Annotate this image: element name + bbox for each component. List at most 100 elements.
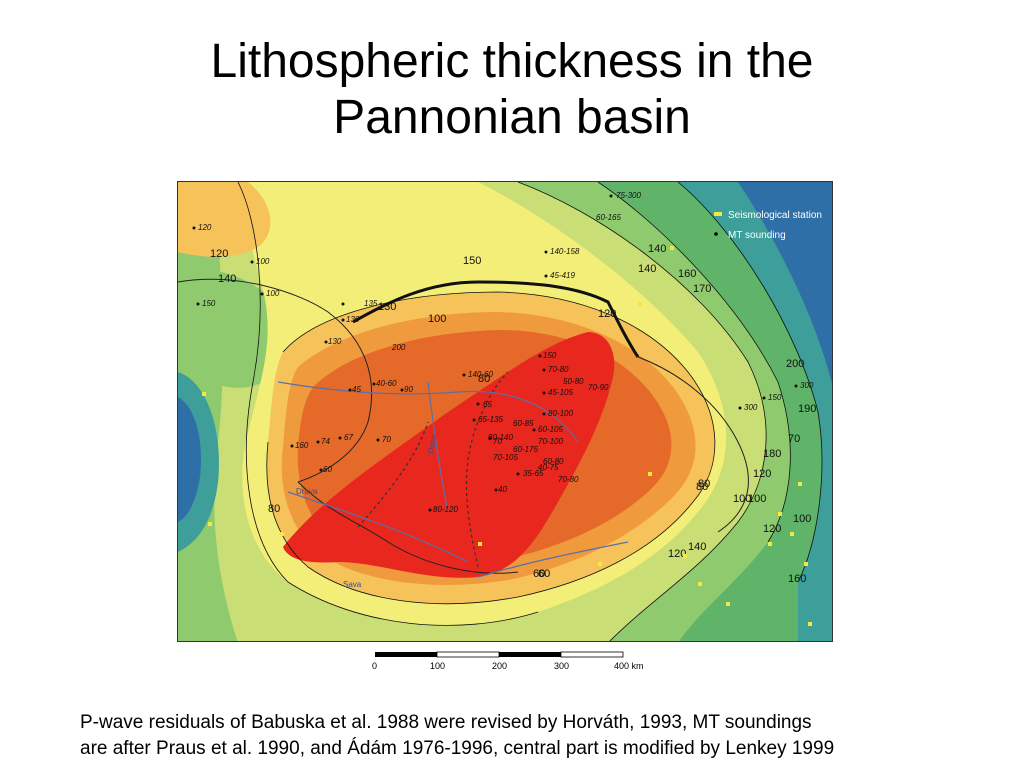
point-label: 60-85 (513, 419, 534, 428)
scale-tick-100: 100 (430, 661, 445, 671)
scale-tick-0: 0 (372, 661, 377, 671)
point-label: 70-80 (548, 365, 569, 374)
map-svg: 120 140 100 150 130 120 100 80 60 80 100… (178, 182, 832, 641)
point-label: 50-80 (563, 377, 584, 386)
scale-tick-300: 300 (554, 661, 569, 671)
contour-label: 60 (533, 568, 545, 580)
lithosphere-thickness-map: 120 140 100 150 130 120 100 80 60 80 100… (177, 181, 833, 642)
contour-label: 80 (478, 373, 490, 385)
mt-dots (192, 194, 798, 512)
point-label: 35-65 (523, 469, 544, 478)
point-label: 45-419 (550, 271, 575, 280)
contour-label: 150 (463, 255, 481, 267)
zone-topleft-orange (178, 182, 271, 257)
point-label: 100 (266, 289, 280, 298)
contour-label: 190 (798, 403, 816, 415)
zone-left-blue (178, 397, 202, 522)
point-label: 70-100 (538, 437, 563, 446)
contour-label: 100 (793, 513, 811, 525)
point-label: 60-175 (513, 445, 538, 454)
point-label: 150 (768, 393, 782, 402)
contour-label: 120 (210, 248, 228, 260)
point-label: 140-158 (550, 247, 580, 256)
point-label: 130 (346, 315, 360, 324)
point-label: 100 (256, 257, 270, 266)
contour-lines (237, 182, 823, 641)
caption-line-1: P-wave residuals of Babuska et al. 1988 … (80, 712, 812, 733)
point-label: 67 (344, 433, 353, 442)
point-label: 60-105 (538, 425, 563, 434)
contour-label: 100 (428, 313, 446, 325)
map-legend: Seismological station MT sounding (714, 210, 822, 241)
point-label: 150 (543, 351, 557, 360)
contour-label: 140 (688, 541, 706, 553)
title-line-2: Pannonian basin (333, 91, 691, 144)
title-line-1: Lithospheric thickness in the (210, 35, 814, 88)
contour-label: 200 (786, 358, 804, 370)
contour-label: 130 (378, 301, 396, 313)
rivers (277, 381, 629, 578)
legend-station-label: Seismological station (728, 210, 822, 221)
scale-segment-2 (436, 651, 500, 658)
point-label: 130 (328, 337, 342, 346)
point-label: 40-75 (538, 463, 559, 472)
point-label: 135 (364, 299, 378, 308)
scale-tick-200: 200 (492, 661, 507, 671)
point-label: 70-105 (493, 453, 518, 462)
point-label: 200 (391, 343, 406, 352)
zone-red (283, 332, 615, 578)
contour-label: 140 (638, 263, 656, 275)
legend-mt-label: MT sounding (728, 230, 786, 241)
point-label: 70-90 (588, 383, 609, 392)
figure-caption: P-wave residuals of Babuska et al. 1988 … (80, 710, 1000, 762)
contour-label: 100 (748, 493, 766, 505)
point-label: 80-140 (488, 433, 513, 442)
point-label: 65 (483, 400, 492, 409)
point-label: 45 (352, 385, 361, 394)
point-label: 45-105 (548, 388, 573, 397)
contour-label: 80 (698, 478, 710, 490)
point-label: 300 (744, 403, 758, 412)
point-label: 160 (295, 441, 309, 450)
point-label: 120 (198, 223, 212, 232)
station-markers (202, 212, 812, 626)
dashed-line-2 (465, 371, 509, 568)
point-label: 70 (382, 435, 391, 444)
point-label: 75-300 (616, 191, 641, 200)
legend-mt-marker (714, 232, 718, 236)
scale-bar: 0 100 200 300 400 km (372, 651, 644, 671)
river-label-sava: Sava (343, 580, 362, 589)
point-label: 40-60 (376, 379, 397, 388)
point-label: 74 (321, 437, 330, 446)
caption-line-2: are after Praus et al. 1990, and Ádám 19… (80, 738, 835, 759)
contour-label-group: 120 140 100 150 130 120 100 80 60 80 100… (210, 243, 816, 585)
contour-label: 160 (788, 573, 806, 585)
point-label: 70 (493, 437, 502, 446)
contour-label: 60 (538, 568, 550, 580)
point-label: 140-60 (468, 370, 493, 379)
point-label: 60 (323, 465, 332, 474)
point-label: 80-100 (548, 409, 573, 418)
contour-label: 160 (678, 268, 696, 280)
contour-label: 80 (268, 503, 280, 515)
point-label: 60-80 (543, 457, 564, 466)
point-label: 80-120 (433, 505, 458, 514)
scale-tick-400: 400 km (614, 661, 644, 671)
slide-title: Lithospheric thickness in the Pannonian … (0, 34, 1024, 146)
scale-segment-1 (375, 652, 437, 657)
contour-label: 180 (763, 448, 781, 460)
point-label: 150 (202, 299, 216, 308)
contour-label: 140 (648, 243, 666, 255)
contour-label: 120 (753, 468, 771, 480)
point-label: 90 (404, 385, 413, 394)
contour-label: 80 (696, 481, 708, 493)
contour-label: 140 (218, 273, 236, 285)
contour-label: 120 (763, 523, 781, 535)
scale-segment-3 (499, 652, 561, 657)
carpathian-front (352, 280, 640, 358)
river-label-duna: Duna (426, 433, 438, 454)
point-label: 40 (498, 485, 507, 494)
point-label: 60-165 (596, 213, 621, 222)
contour-label: 120 (668, 548, 686, 560)
point-label: 65-135 (478, 415, 503, 424)
